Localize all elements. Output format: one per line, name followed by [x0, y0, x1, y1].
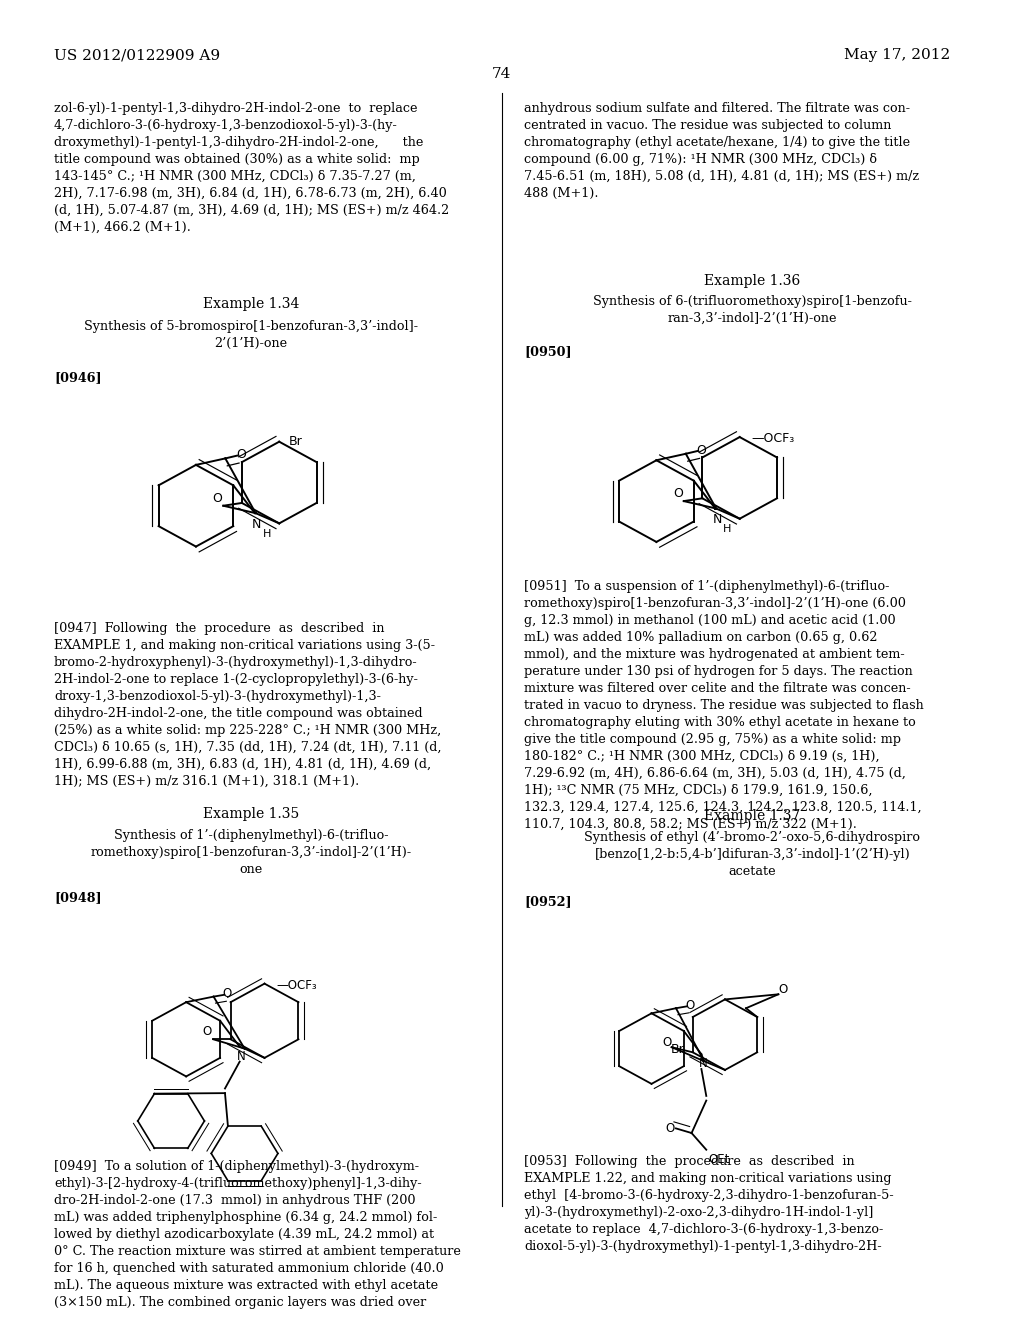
Text: H: H [723, 524, 731, 533]
Text: O: O [673, 487, 683, 500]
Text: O: O [696, 444, 707, 457]
Text: [0947]  Following  the  procedure  as  described  in
EXAMPLE 1, and making non-c: [0947] Following the procedure as descri… [54, 622, 441, 788]
Text: N: N [699, 1057, 708, 1071]
Text: [0948]: [0948] [54, 891, 101, 904]
Text: [0953]  Following  the  procedure  as  described  in
EXAMPLE 1.22, and making no: [0953] Following the procedure as descri… [524, 1155, 894, 1253]
Text: Synthesis of ethyl (4’-bromo-2’-oxo-5,6-dihydrospiro
[benzo[1,2-b:5,4-b’]difuran: Synthesis of ethyl (4’-bromo-2’-oxo-5,6-… [585, 830, 921, 878]
Text: O: O [222, 987, 231, 1001]
Text: N: N [238, 1049, 246, 1063]
Text: May 17, 2012: May 17, 2012 [844, 49, 950, 62]
Text: O: O [213, 492, 222, 504]
Text: O: O [237, 449, 246, 461]
Text: —OCF₃: —OCF₃ [752, 433, 795, 445]
Text: [0949]  To a solution of 1-(diphenylmethyl)-3-(hydroxym-
ethyl)-3-[2-hydroxy-4-(: [0949] To a solution of 1-(diphenylmethy… [54, 1160, 461, 1309]
Text: [0950]: [0950] [524, 346, 571, 358]
Text: N: N [252, 517, 261, 531]
Text: Synthesis of 5-bromospiro[1-benzofuran-3,3’-indol]-
2’(1’H)-one: Synthesis of 5-bromospiro[1-benzofuran-3… [84, 321, 418, 350]
Text: Br: Br [289, 436, 303, 449]
Text: US 2012/0122909 A9: US 2012/0122909 A9 [54, 49, 220, 62]
Text: O: O [685, 999, 694, 1012]
Text: OEt: OEt [709, 1152, 730, 1166]
Text: Example 1.34: Example 1.34 [203, 297, 299, 312]
Text: Synthesis of 1’-(diphenylmethyl)-6-(trifluo-
romethoxy)spiro[1-benzofuran-3,3’-i: Synthesis of 1’-(diphenylmethyl)-6-(trif… [90, 829, 412, 875]
Text: H: H [262, 528, 270, 539]
Text: N: N [713, 513, 722, 527]
Text: O: O [203, 1026, 212, 1039]
Text: Br: Br [671, 1043, 685, 1056]
Text: —OCF₃: —OCF₃ [276, 979, 316, 993]
Text: Example 1.36: Example 1.36 [705, 273, 801, 288]
Text: anhydrous sodium sulfate and filtered. The filtrate was con-
centrated in vacuo.: anhydrous sodium sulfate and filtered. T… [524, 102, 920, 201]
Text: 74: 74 [492, 67, 511, 81]
Text: Synthesis of 6-(trifluoromethoxy)spiro[1-benzofu-
ran-3,3’-indol]-2’(1’H)-one: Synthesis of 6-(trifluoromethoxy)spiro[1… [593, 296, 911, 325]
Text: zol-6-yl)-1-pentyl-1,3-dihydro-2H-indol-2-one  to  replace
4,7-dichloro-3-(6-hyd: zol-6-yl)-1-pentyl-1,3-dihydro-2H-indol-… [54, 102, 450, 234]
Text: [0946]: [0946] [54, 371, 101, 384]
Text: O: O [778, 983, 787, 997]
Text: O: O [663, 1036, 672, 1049]
Text: [0952]: [0952] [524, 895, 571, 908]
Text: Example 1.35: Example 1.35 [203, 808, 299, 821]
Text: Example 1.37: Example 1.37 [705, 809, 801, 824]
Text: O: O [666, 1122, 675, 1135]
Text: [0951]  To a suspension of 1’-(diphenylmethyl)-6-(trifluo-
romethoxy)spiro[1-ben: [0951] To a suspension of 1’-(diphenylme… [524, 579, 924, 832]
